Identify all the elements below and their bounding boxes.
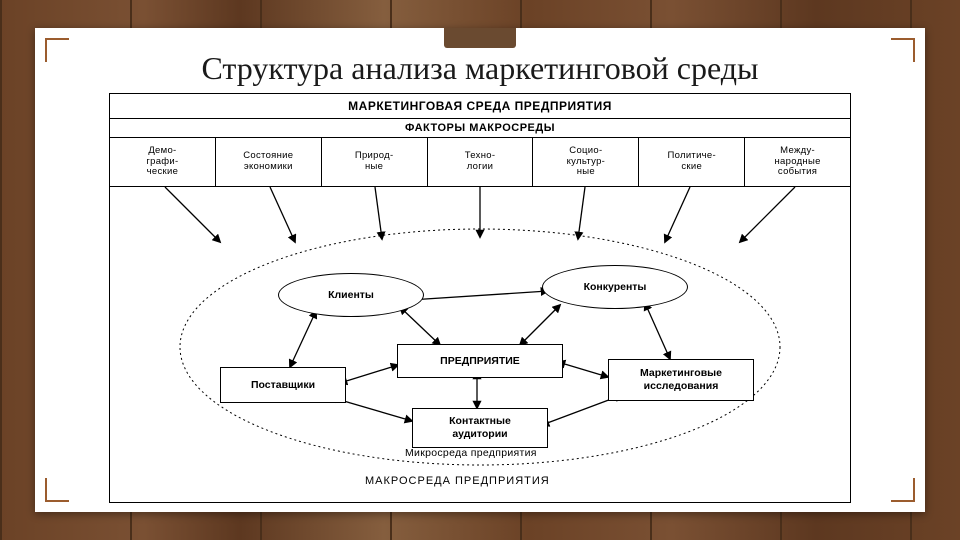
factor-sociocultural: Социо- культур- ные [533, 138, 639, 186]
corner-decoration [891, 478, 915, 502]
diagram-title: МАРКЕТИНГОВАЯ СРЕДА ПРЕДПРИЯТИЯ [110, 94, 850, 118]
marketing-diagram: МАРКЕТИНГОВАЯ СРЕДА ПРЕДПРИЯТИЯ ФАКТОРЫ … [109, 93, 851, 503]
macro-env-label: МАКРОСРЕДА ПРЕДПРИЯТИЯ [365, 475, 550, 487]
corner-decoration [45, 38, 69, 62]
node-research: Маркетинговые исследования [608, 359, 754, 401]
node-clients: Клиенты [278, 273, 424, 317]
factor-international: Между- народные события [745, 138, 850, 186]
factor-natural: Природ- ные [322, 138, 428, 186]
node-suppliers: Поставщики [220, 367, 346, 403]
node-enterprise: ПРЕДПРИЯТИЕ [397, 344, 563, 378]
node-competitors: Конкуренты [542, 265, 688, 309]
diagram-canvas: Клиенты Конкуренты ПРЕДПРИЯТИЕ Поставщик… [110, 187, 850, 499]
slide-title: Структура анализа маркетинговой среды [35, 50, 925, 87]
top-tab-decoration [444, 28, 516, 48]
factor-demographic: Демо- графи- ческие [110, 138, 216, 186]
slide-page: Структура анализа маркетинговой среды МА… [35, 28, 925, 512]
corner-decoration [45, 478, 69, 502]
factor-economy: Состояние экономики [216, 138, 322, 186]
wood-background: Структура анализа маркетинговой среды МА… [0, 0, 960, 540]
macro-factors-header: ФАКТОРЫ МАКРОСРЕДЫ [110, 118, 850, 138]
node-audiences: Контактные аудитории [412, 408, 548, 448]
factor-technology: Техно- логии [428, 138, 534, 186]
factor-political: Политиче- ские [639, 138, 745, 186]
factors-row: Демо- графи- ческие Состояние экономики … [110, 138, 850, 187]
micro-env-label: Микросреда предприятия [405, 447, 537, 459]
corner-decoration [891, 38, 915, 62]
